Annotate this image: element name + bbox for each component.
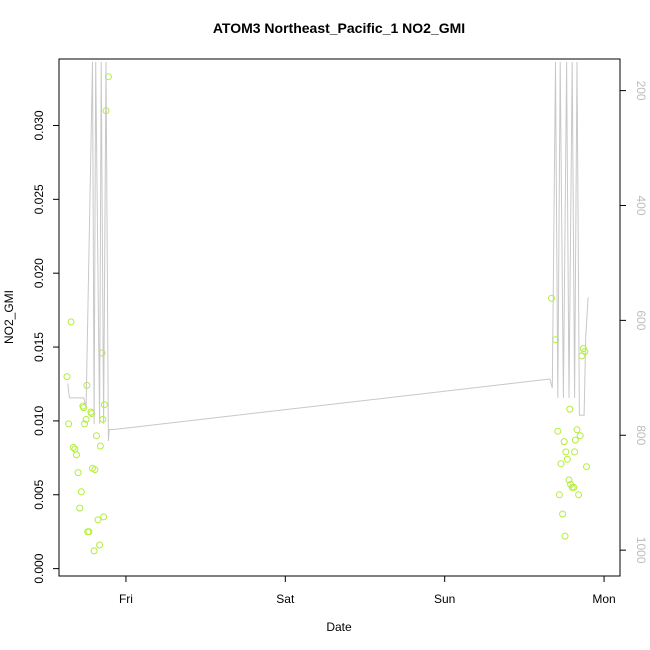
data-point bbox=[555, 491, 563, 499]
data-point bbox=[76, 504, 84, 512]
data-point bbox=[575, 491, 583, 499]
data-point bbox=[104, 73, 112, 81]
x-tick-label: Sun bbox=[434, 592, 455, 606]
data-point bbox=[563, 455, 571, 463]
chart-title: ATOM3 Northeast_Pacific_1 NO2_GMI bbox=[213, 20, 465, 36]
series-line bbox=[67, 61, 589, 442]
data-point bbox=[557, 460, 565, 468]
data-point bbox=[94, 516, 102, 524]
data-point bbox=[96, 541, 104, 549]
data-point bbox=[71, 445, 79, 453]
data-point bbox=[559, 510, 567, 518]
data-point bbox=[562, 448, 570, 456]
y-tick-label: 0.005 bbox=[32, 479, 46, 509]
y2-axis: 200 400 600 800 1000 bbox=[620, 81, 648, 564]
y-tick-label: 0.000 bbox=[32, 553, 46, 583]
data-point bbox=[69, 444, 77, 451]
plot-frame bbox=[58, 58, 621, 577]
data-point bbox=[96, 442, 104, 450]
data-point bbox=[571, 436, 579, 444]
data-point bbox=[100, 401, 108, 409]
data-point bbox=[560, 438, 568, 446]
data-point bbox=[566, 405, 574, 413]
x-tick-label: Fri bbox=[119, 592, 133, 606]
y-tick-label: 0.030 bbox=[32, 110, 46, 140]
data-point bbox=[85, 528, 93, 536]
data-point bbox=[561, 532, 569, 540]
data-point bbox=[73, 451, 80, 459]
data-point bbox=[570, 483, 578, 491]
series-layer bbox=[63, 61, 590, 555]
data-point bbox=[81, 420, 88, 428]
x-axis-label: Date bbox=[326, 620, 352, 634]
y-axis: 0.000 0.005 0.010 0.015 0.020 0.025 0.030 bbox=[32, 110, 59, 584]
y2-tick-label: 800 bbox=[634, 425, 648, 445]
y-tick-label: 0.010 bbox=[32, 406, 46, 436]
data-point bbox=[100, 513, 108, 521]
y-tick-label: 0.015 bbox=[32, 332, 46, 362]
y2-tick-label: 400 bbox=[634, 195, 648, 215]
x-tick-label: Mon bbox=[592, 592, 615, 606]
data-point bbox=[63, 373, 71, 381]
x-tick-label: Sat bbox=[276, 592, 295, 606]
data-point bbox=[571, 448, 579, 456]
data-point bbox=[548, 294, 555, 302]
data-point bbox=[583, 463, 590, 471]
y-tick-label: 0.025 bbox=[32, 184, 46, 214]
data-point bbox=[88, 410, 96, 417]
data-point bbox=[82, 415, 90, 423]
y-tick-label: 0.020 bbox=[32, 258, 46, 288]
y2-tick-label: 600 bbox=[634, 310, 648, 330]
data-point bbox=[90, 547, 98, 555]
data-point bbox=[74, 469, 82, 477]
x-axis: Fri Sat Sun Mon bbox=[119, 576, 616, 606]
data-point bbox=[565, 476, 573, 484]
data-point bbox=[80, 404, 88, 412]
data-point bbox=[99, 415, 107, 423]
data-point bbox=[65, 420, 73, 428]
data-point bbox=[67, 318, 75, 326]
data-point bbox=[93, 432, 100, 440]
y2-tick-label: 200 bbox=[634, 81, 648, 101]
data-point bbox=[576, 432, 584, 440]
data-point bbox=[91, 466, 99, 474]
data-point bbox=[573, 426, 581, 434]
data-point bbox=[77, 488, 85, 496]
data-point bbox=[554, 427, 562, 435]
y2-tick-label: 1000 bbox=[634, 537, 648, 564]
y-axis-label: NO2_GMI bbox=[2, 290, 16, 344]
